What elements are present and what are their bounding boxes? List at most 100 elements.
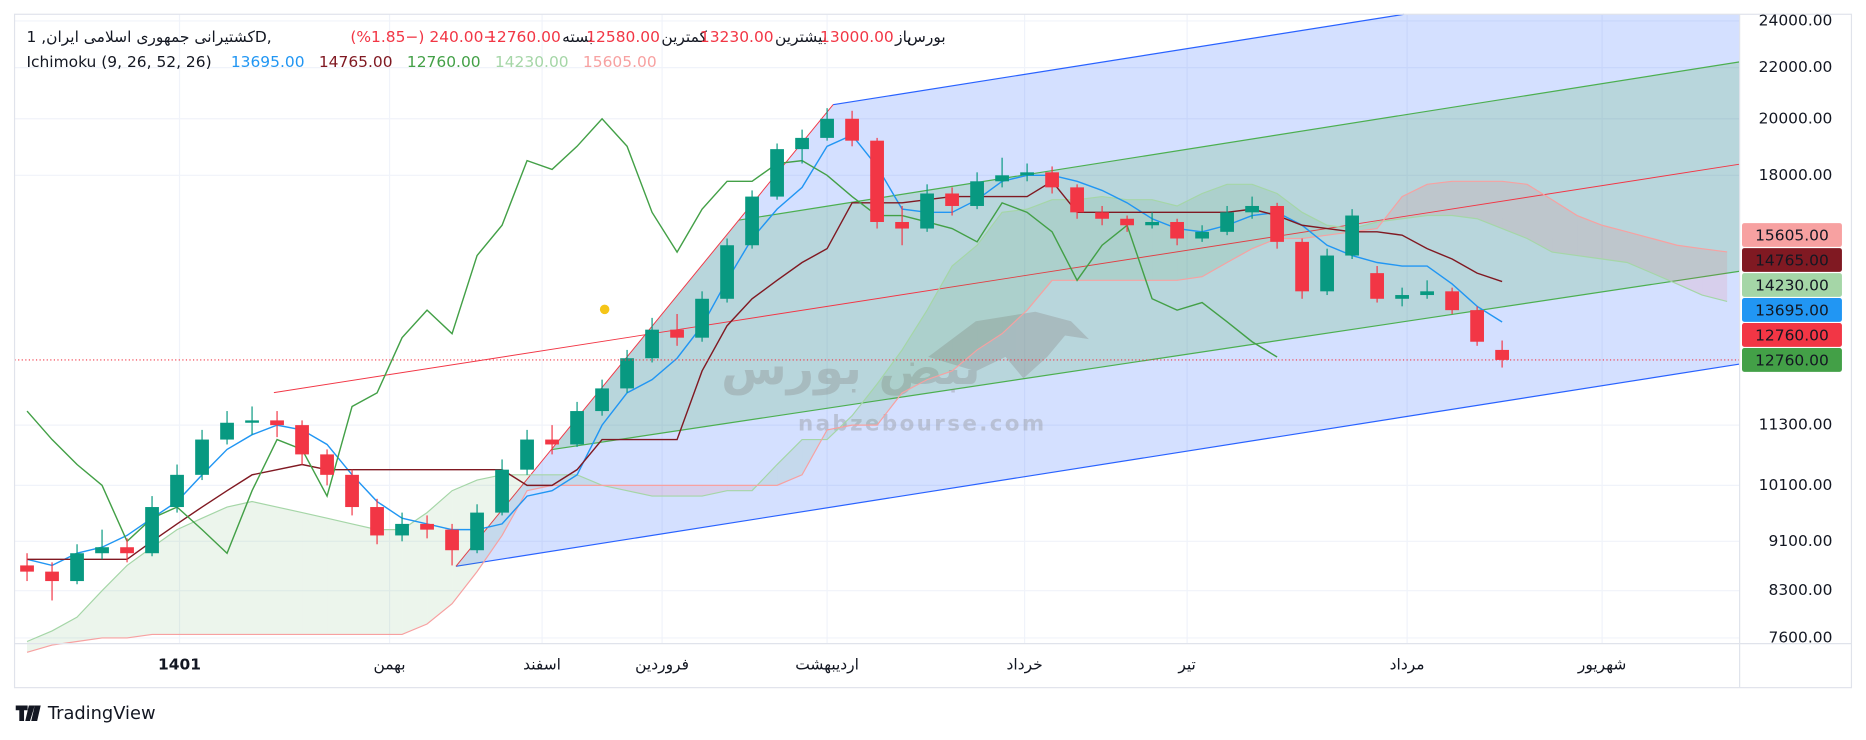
candle-body — [395, 523, 409, 536]
candle-body — [545, 439, 559, 445]
candle-body — [1320, 255, 1334, 292]
overlay: کشتیرانی جمهوری اسلامی ایران, 1D, بورس ب… — [13, 11, 1853, 724]
channel-fill — [455, 14, 1740, 567]
candle-body — [1495, 349, 1509, 360]
candle-body — [1470, 310, 1484, 342]
channel-line — [832, 13, 1405, 106]
candle-body — [420, 523, 434, 530]
candle-body — [745, 196, 759, 246]
candle-body — [345, 474, 359, 508]
candle-body — [170, 474, 184, 508]
candle-body — [1120, 218, 1134, 226]
cloud-segment — [452, 480, 478, 604]
cloud-segment — [52, 617, 78, 646]
cloud-segment — [227, 501, 253, 635]
cloud-segment — [927, 266, 953, 380]
indicator-label: Ichimoku (9, 26, 52, 26) — [26, 52, 211, 70]
cloud-segment — [1602, 225, 1628, 263]
candle-body — [1420, 291, 1434, 296]
y-tick-label: 22000.00 — [1759, 58, 1833, 76]
candle-body — [195, 439, 209, 475]
candle-body — [820, 118, 834, 138]
field-value: 12580.00 — [586, 27, 660, 45]
candle-body — [520, 439, 534, 470]
price-box — [1742, 348, 1842, 372]
cloud-segment — [1102, 196, 1128, 281]
cloud-segment — [527, 474, 553, 491]
price-box-label: 15605.00 — [1755, 227, 1829, 245]
candle-body — [1095, 212, 1109, 219]
cloud-segment — [1152, 199, 1178, 281]
candle-body — [470, 512, 484, 551]
cloud-segment — [1202, 184, 1228, 277]
candle-body — [1195, 231, 1209, 239]
x-tick-label: بهمن — [373, 656, 405, 675]
candle-body — [620, 358, 634, 389]
marker — [599, 304, 610, 315]
cloud-segment — [27, 630, 53, 653]
candle-body — [1270, 205, 1284, 242]
y-tick-label: 9100.00 — [1769, 532, 1833, 550]
legend-value: 12760.00 — [407, 52, 481, 70]
field-value: 13000.00 — [820, 27, 894, 45]
cloud-segment — [627, 485, 653, 497]
candle-body — [895, 221, 909, 229]
x-tick-label: خرداد — [1007, 656, 1043, 674]
candle-body — [295, 425, 309, 455]
cloud-segment — [952, 245, 978, 371]
cloud-segment — [902, 310, 928, 393]
candle-body — [970, 181, 984, 206]
cloud-segment — [127, 547, 153, 638]
legend-value: 14230.00 — [495, 52, 569, 70]
watermark: نبض بورس nabzebourse.com — [721, 311, 1089, 437]
cloud-line — [26, 180, 1728, 653]
price-box-label: 12760.00 — [1755, 327, 1829, 345]
cloud-segment — [1302, 212, 1328, 239]
price-box-label: 14230.00 — [1755, 277, 1829, 295]
candle-body — [145, 507, 159, 554]
indicator-line — [26, 117, 1278, 555]
x-tick-label: شهریور — [1577, 656, 1626, 675]
candle-body — [95, 547, 109, 554]
cloud-segment — [377, 529, 403, 635]
candle-body — [245, 420, 259, 423]
y-tick-label: 20000.00 — [1759, 109, 1833, 127]
channel-line — [455, 363, 1740, 567]
frame — [13, 13, 1853, 689]
y-tick-label: 10100.00 — [1759, 476, 1833, 494]
channel-line — [738, 61, 1740, 221]
legend-value: 15605.00 — [583, 52, 657, 70]
price-box — [1742, 248, 1842, 272]
x-tick-label: اردیبهشت — [795, 656, 859, 675]
cloud-segment — [1477, 181, 1503, 229]
cloud-segment — [402, 512, 428, 635]
price-box-label: 14765.00 — [1755, 252, 1829, 270]
cloud-segment — [1577, 215, 1603, 260]
candle-body — [695, 298, 709, 338]
candle-body — [1170, 221, 1184, 239]
cloud-segment — [77, 590, 103, 642]
cloud-segment — [1552, 199, 1578, 256]
candle-body — [1245, 205, 1259, 213]
candle-body — [845, 118, 859, 141]
cloud-segment — [202, 507, 228, 635]
cloud-segment — [677, 485, 703, 497]
cloud-segment — [777, 439, 803, 486]
candle-body — [570, 411, 584, 445]
candle-body — [370, 507, 384, 536]
price-box-label: 12760.00 — [1755, 352, 1829, 370]
x-tick-label: مرداد — [1390, 656, 1425, 674]
cloud-segment — [1627, 231, 1653, 274]
y-tick-label: 24000.00 — [1759, 11, 1833, 29]
x-tick-label: تیر — [1177, 656, 1196, 674]
cloud-segment — [552, 474, 578, 486]
candle-body — [645, 329, 659, 359]
y-tick-label: 7600.00 — [1769, 628, 1833, 646]
candle-body — [920, 193, 934, 229]
cloud-segment — [1677, 245, 1703, 296]
legend-value: 14765.00 — [319, 52, 393, 70]
cloud-segment — [1702, 248, 1728, 302]
cloud-segment — [1652, 238, 1678, 284]
